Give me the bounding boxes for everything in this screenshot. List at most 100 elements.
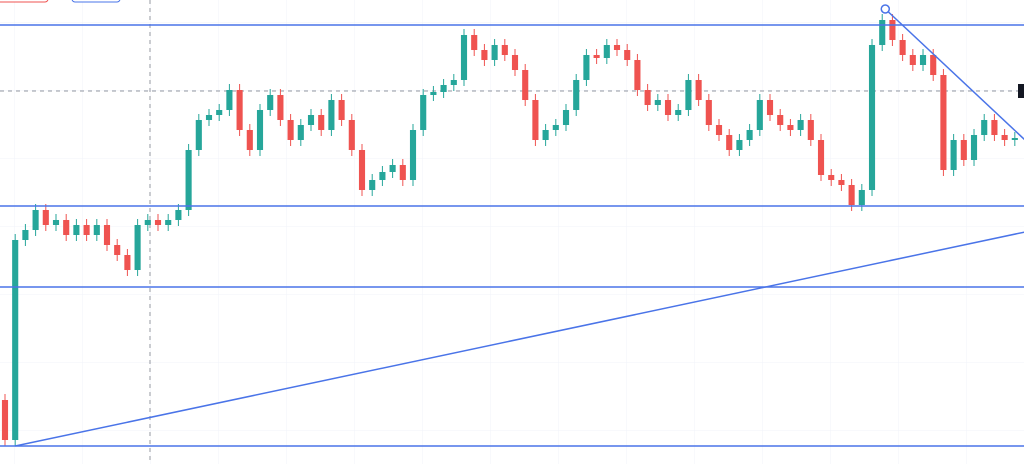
candle-body xyxy=(542,130,549,140)
candle-body xyxy=(838,180,845,185)
candle-body xyxy=(144,220,151,225)
candle-body xyxy=(522,70,529,100)
candle-body xyxy=(369,180,376,190)
candle-body xyxy=(756,100,763,130)
candle-body xyxy=(950,140,957,170)
candle-body xyxy=(960,140,967,160)
candle-body xyxy=(216,110,223,115)
candle-body xyxy=(889,20,896,40)
candle-body xyxy=(389,165,396,172)
candle-body xyxy=(654,100,661,105)
candle-body xyxy=(52,220,60,225)
candle-body xyxy=(409,130,417,180)
candle-body xyxy=(277,95,284,120)
candle-body xyxy=(246,130,253,150)
candle-body xyxy=(501,45,508,55)
trend-line xyxy=(15,231,1024,447)
candle-body xyxy=(175,210,182,220)
candle-body xyxy=(797,120,804,130)
candle-body xyxy=(358,150,366,190)
candle-body xyxy=(256,110,264,150)
candle-body xyxy=(583,55,590,80)
buy-button[interactable] xyxy=(71,0,121,3)
anchor-handle xyxy=(880,4,891,14)
candle-body xyxy=(287,120,294,140)
candle-body xyxy=(205,115,213,120)
candle-body xyxy=(613,45,621,50)
candle-body xyxy=(83,225,90,235)
candle-body xyxy=(165,220,172,225)
candle-body xyxy=(726,135,733,150)
candle-body xyxy=(736,140,743,150)
candle-body xyxy=(430,92,437,95)
candle-body xyxy=(777,115,784,125)
candle-body xyxy=(348,120,355,150)
candle-body xyxy=(236,90,243,130)
candle-body xyxy=(154,220,162,225)
candle-body xyxy=(134,225,141,270)
candle-body xyxy=(930,55,937,75)
candle-body xyxy=(1,400,9,440)
candle-body xyxy=(318,115,325,130)
candle-body xyxy=(114,245,121,255)
crosshair-price-label xyxy=(1018,84,1024,98)
candle-body xyxy=(919,55,927,65)
candle-body xyxy=(899,40,906,55)
candle-body xyxy=(379,172,386,180)
candle-body xyxy=(981,120,988,135)
candle-body xyxy=(481,50,488,60)
candle-body xyxy=(624,50,631,60)
candle-body xyxy=(603,45,610,58)
candle-body xyxy=(787,125,794,130)
candle-body xyxy=(420,95,427,130)
candle-body xyxy=(307,115,315,125)
candle-body xyxy=(226,90,233,110)
candle-body xyxy=(511,55,519,70)
candle-body xyxy=(195,120,202,150)
candle-body xyxy=(22,230,29,240)
candle-body xyxy=(93,225,100,235)
candle-body xyxy=(807,120,814,140)
candle-body xyxy=(991,120,998,135)
candle-body xyxy=(1011,138,1018,140)
candle-body xyxy=(440,85,447,92)
candle-body xyxy=(328,100,335,130)
candle-body xyxy=(460,35,468,80)
candle-body xyxy=(940,75,947,170)
candle-body xyxy=(552,125,559,130)
candle-body xyxy=(573,80,580,110)
candle-body xyxy=(12,240,19,440)
candle-body xyxy=(185,150,192,210)
candle-body xyxy=(1001,135,1008,140)
candle-body xyxy=(42,210,49,225)
candle-body xyxy=(471,35,478,50)
candle-body xyxy=(715,125,723,135)
candle-body xyxy=(695,80,702,100)
candle-body xyxy=(746,130,753,140)
candle-body xyxy=(644,90,651,105)
candle-body xyxy=(103,225,111,245)
candle-body xyxy=(267,95,274,110)
candle-body xyxy=(63,220,70,235)
candle-body xyxy=(338,100,345,120)
candle-body xyxy=(817,140,825,175)
candle-body xyxy=(828,175,835,180)
sell-button[interactable] xyxy=(0,0,49,3)
plot xyxy=(0,4,1024,447)
candle-body xyxy=(593,55,600,58)
candle-body xyxy=(879,20,886,45)
candle-body xyxy=(73,225,80,235)
candle-body xyxy=(562,110,570,125)
candle-body xyxy=(675,110,682,115)
candle-body xyxy=(970,135,978,160)
candle-body xyxy=(685,80,692,110)
candle-body xyxy=(766,100,774,115)
candle-body xyxy=(848,185,855,205)
candle-body xyxy=(32,210,39,230)
candle-body xyxy=(532,100,539,140)
candle-body xyxy=(450,80,457,85)
candle-body xyxy=(664,100,672,115)
candle-body xyxy=(634,60,641,90)
